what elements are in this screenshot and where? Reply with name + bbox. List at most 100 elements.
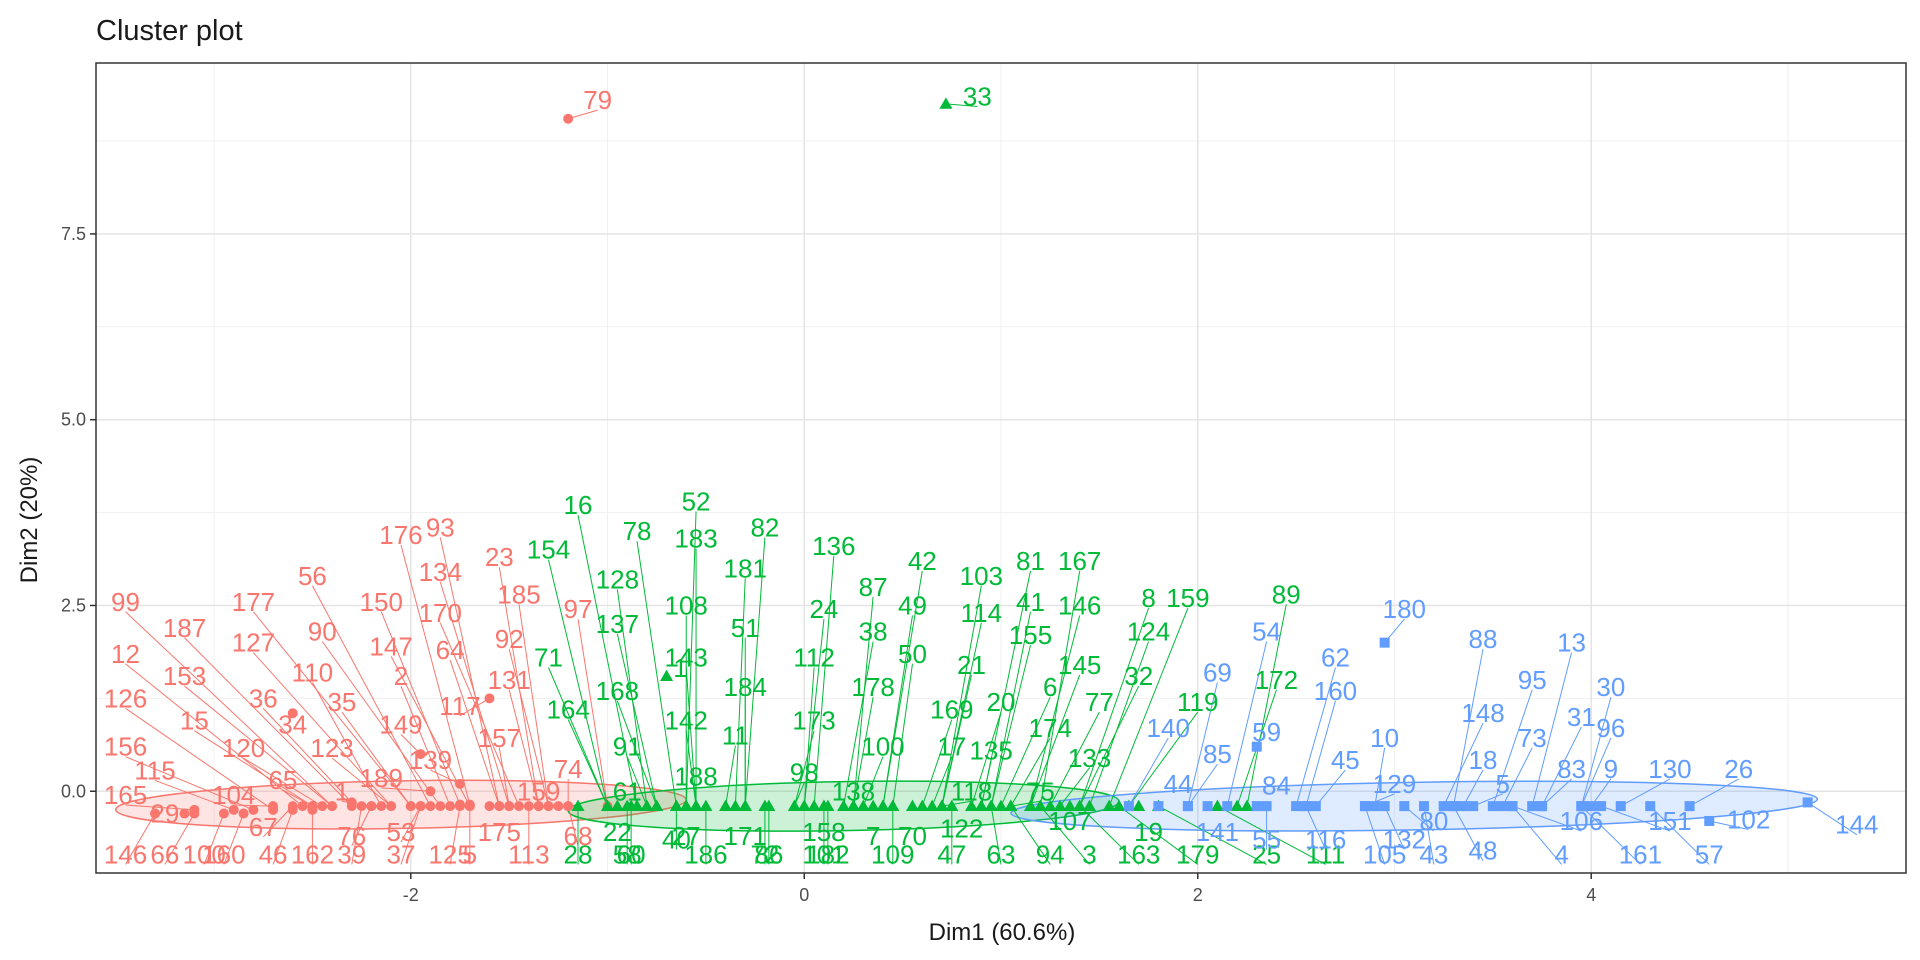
leader-line <box>1807 801 1858 836</box>
leader-line <box>518 604 549 807</box>
point-label: 7 <box>866 821 880 851</box>
leader-line <box>725 745 736 807</box>
point-label: 49 <box>898 590 927 620</box>
point-label: 63 <box>987 839 1016 869</box>
point-marker <box>356 801 367 812</box>
point-label: 11 <box>722 721 749 751</box>
leader-line <box>734 578 746 807</box>
leader-line <box>1010 800 1041 807</box>
point-marker <box>150 808 161 819</box>
point-marker <box>464 801 475 812</box>
point-label: 123 <box>310 733 353 763</box>
point-marker <box>415 801 426 812</box>
point-marker <box>1230 799 1244 811</box>
leader-line <box>341 711 412 807</box>
point-label: 66 <box>150 839 179 869</box>
leader-line <box>1305 700 1336 807</box>
point-label: 126 <box>104 683 147 713</box>
point-label: 155 <box>1009 620 1052 650</box>
point-label: 8 <box>1141 583 1155 613</box>
point-marker <box>669 799 683 811</box>
point-marker <box>1053 799 1067 811</box>
point-label: 117 <box>439 691 480 721</box>
point-marker <box>484 693 495 704</box>
point-label: 46 <box>259 839 288 869</box>
point-marker <box>484 801 495 812</box>
x-axis-title: Dim1 (60.6%) <box>929 919 1076 946</box>
leader-line <box>400 805 422 865</box>
point-marker <box>1576 801 1587 812</box>
leader-line <box>990 645 1031 807</box>
point-marker <box>287 804 298 815</box>
leader-line <box>1089 641 1150 807</box>
leader-line <box>430 769 461 785</box>
point-marker <box>1043 799 1057 811</box>
point-label: 34 <box>278 709 307 739</box>
point-marker <box>415 749 426 760</box>
leader-line <box>1079 607 1150 807</box>
leader-line <box>1709 820 1749 830</box>
point-label: 180 <box>1383 594 1426 624</box>
leader-line <box>685 667 697 807</box>
point-label: 106 <box>1560 806 1603 836</box>
leader-line <box>498 747 510 807</box>
leader-line <box>351 805 372 847</box>
leader-line <box>125 663 303 807</box>
point-marker <box>425 786 436 797</box>
leader-line <box>1295 667 1336 807</box>
point-marker <box>1073 799 1087 811</box>
leader-line <box>1030 674 1081 807</box>
x-tick-label: 0 <box>799 885 809 905</box>
point-label: 89 <box>1272 579 1301 609</box>
point-label: 79 <box>583 85 612 115</box>
leader-line <box>945 103 978 107</box>
leader-line <box>921 719 953 807</box>
leader-line <box>567 805 579 846</box>
point-label: 5 <box>463 839 477 869</box>
leader-line <box>1600 805 1671 832</box>
point-label: 75 <box>1026 776 1055 806</box>
point-label: 55 <box>1252 825 1281 855</box>
point-label: 1 <box>673 653 687 683</box>
point-label: 185 <box>497 579 540 609</box>
point-label: 62 <box>1321 642 1350 672</box>
point-label: 127 <box>232 628 275 658</box>
point-marker <box>1507 801 1518 812</box>
leader-line <box>203 813 225 865</box>
point-marker <box>1359 801 1370 812</box>
point-label: 159 <box>517 776 560 806</box>
point-label: 28 <box>564 839 593 869</box>
y-tick-label: 7.5 <box>61 224 86 244</box>
leader-line <box>223 813 245 865</box>
point-label: 31 <box>1567 702 1596 732</box>
point-marker <box>945 799 959 811</box>
point-label: 42 <box>908 546 937 576</box>
point-label: 99 <box>111 587 140 617</box>
point-label: 167 <box>1058 546 1101 576</box>
y-axis-title: Dim2 (20%) <box>16 457 43 584</box>
point-marker <box>533 801 544 812</box>
leader-line <box>1030 615 1081 807</box>
point-label: 146 <box>104 839 147 869</box>
leader-line <box>1453 805 1484 861</box>
point-label: 5 <box>1495 769 1509 799</box>
x-tick-label: 2 <box>1193 885 1203 905</box>
point-marker <box>238 808 249 819</box>
point-marker <box>1615 801 1626 812</box>
point-label: 151 <box>1648 806 1691 836</box>
point-label: 175 <box>478 817 521 847</box>
leader-line <box>125 707 274 811</box>
leader-line <box>892 663 913 807</box>
leader-line <box>990 611 1032 807</box>
point-label: 77 <box>1085 687 1114 717</box>
leader-line <box>1217 805 1326 865</box>
point-marker <box>1132 799 1146 811</box>
point-marker <box>1497 801 1508 812</box>
leader-line <box>941 674 972 807</box>
leader-line <box>262 805 294 838</box>
point-label: 54 <box>1252 616 1281 646</box>
point-marker <box>964 799 978 811</box>
cluster-ellipse-3 <box>1010 780 1819 832</box>
point-label: 114 <box>961 598 1002 628</box>
